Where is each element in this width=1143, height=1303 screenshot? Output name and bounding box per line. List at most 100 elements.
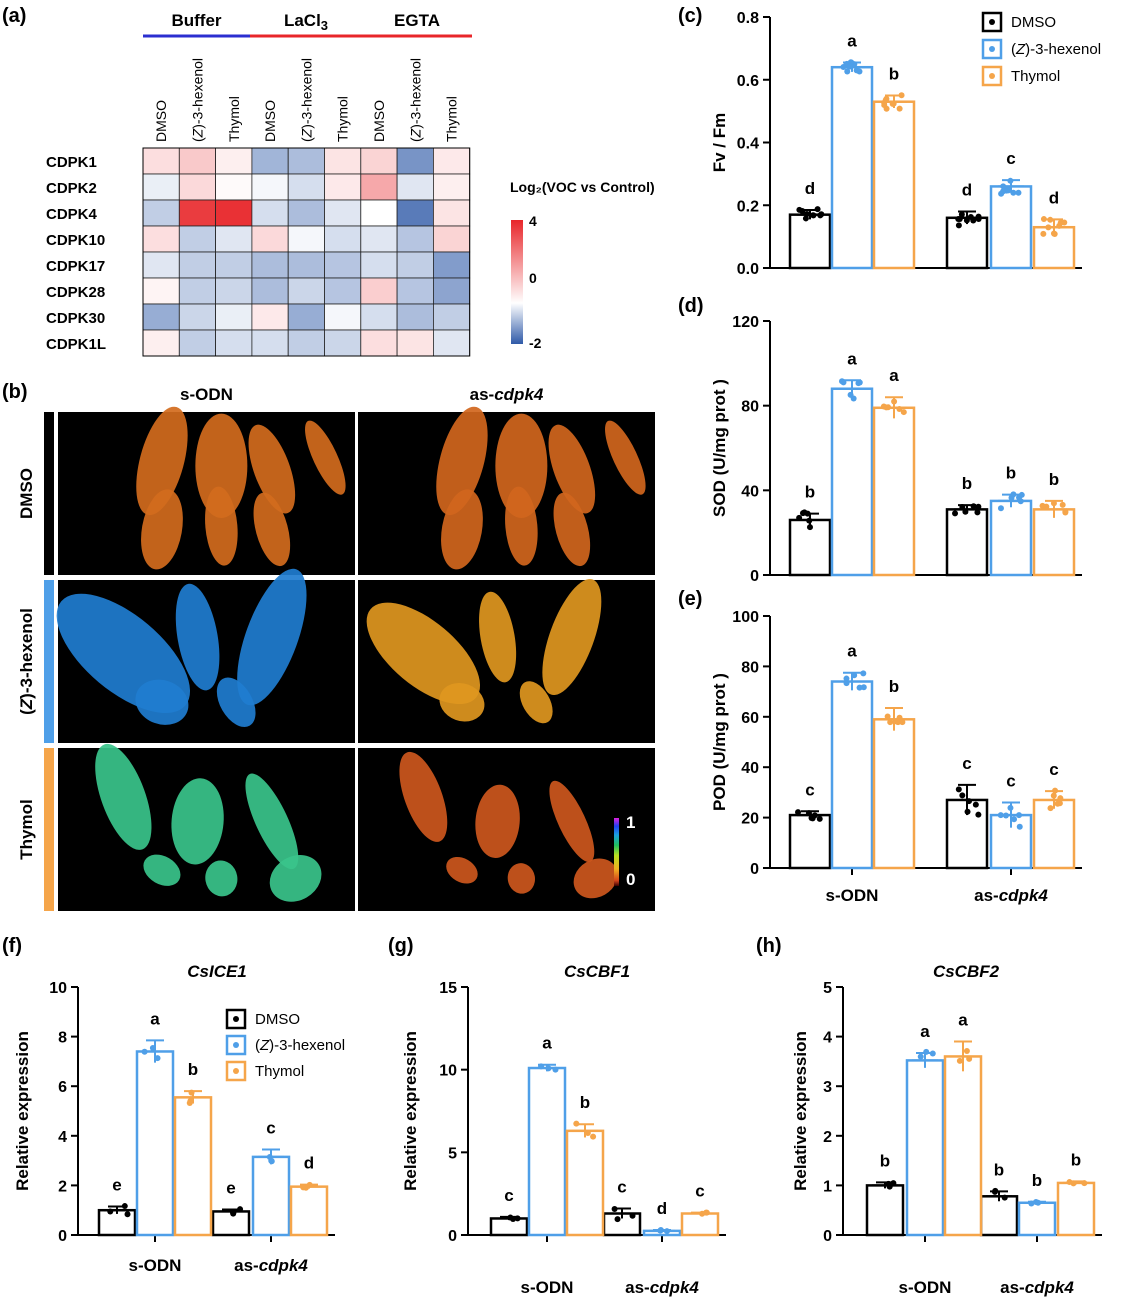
y-tick-label: 2 <box>58 1178 67 1195</box>
significance-letter: a <box>150 1009 160 1028</box>
data-point <box>959 504 966 511</box>
data-point <box>545 1065 552 1072</box>
heatmap-cell <box>178 329 217 357</box>
data-point <box>1045 224 1052 231</box>
leaf <box>553 492 591 567</box>
data-point <box>1004 186 1011 193</box>
data-point <box>1057 795 1064 802</box>
y-tick-label: 0.4 <box>737 136 759 153</box>
significance-letter: d <box>1049 188 1059 207</box>
x-tick-label: s-ODN <box>826 886 879 905</box>
data-point <box>847 391 854 398</box>
data-point <box>1017 498 1024 505</box>
leaf <box>248 424 296 514</box>
fluorescence-scalebar <box>614 818 619 886</box>
heatmap-cell <box>251 225 289 253</box>
heatmap-cell <box>432 173 471 201</box>
data-point <box>860 670 867 677</box>
image-row-bar <box>44 412 54 575</box>
leaf <box>253 492 291 567</box>
data-point <box>1007 177 1014 184</box>
heatmap-col-label: (Z)-3-hexenol <box>407 58 423 142</box>
data-point <box>230 1210 237 1217</box>
y-tick-label: 10 <box>49 980 67 997</box>
data-point <box>1047 805 1054 812</box>
x-tick-label: s-ODN <box>129 1256 182 1275</box>
heatmap-cell <box>142 147 180 175</box>
y-axis-label: Relative expression <box>791 1031 810 1191</box>
significance-letter: c <box>1006 771 1015 790</box>
bar <box>979 1195 1019 1237</box>
bar <box>989 499 1033 577</box>
data-point <box>306 1181 313 1188</box>
bar <box>788 813 832 870</box>
heatmap-row-label: CDPK17 <box>46 258 105 275</box>
leaf <box>366 602 481 705</box>
data-point <box>802 215 809 222</box>
data-point <box>1062 509 1069 516</box>
significance-letter: c <box>504 1186 513 1205</box>
data-point <box>1040 216 1047 223</box>
image-col-header: s-ODN <box>180 385 233 404</box>
y-axis-label: SOD (U/mg prot ) <box>710 379 729 517</box>
data-point <box>1010 189 1017 196</box>
bar <box>527 1066 567 1237</box>
heatmap-col-label: Thymol <box>226 96 242 142</box>
bar <box>1032 798 1076 870</box>
heatmap-cell <box>360 173 398 201</box>
data-point <box>1050 230 1057 237</box>
heatmap-cell <box>396 303 434 331</box>
data-point <box>900 409 907 416</box>
data-point <box>817 212 824 219</box>
data-point <box>958 211 965 218</box>
heatmap-cell <box>396 277 434 305</box>
heatmap-cell <box>142 329 180 357</box>
data-point <box>1001 1194 1008 1201</box>
heatmap-cell <box>215 303 253 331</box>
heatmap-border <box>142 147 471 357</box>
image-row-bar <box>44 580 54 743</box>
data-point <box>860 684 867 691</box>
data-point <box>889 100 896 107</box>
chart-g: 0 5 10 15 Relative expression CsCBF1 s-ODN as-c… <box>401 962 726 1297</box>
data-point <box>959 792 966 799</box>
significance-letter: c <box>1049 760 1058 779</box>
legend-label: (Z)-3-hexenol <box>255 1037 345 1054</box>
significance-letter: b <box>962 474 972 493</box>
heatmap-cell <box>215 147 253 175</box>
data-point <box>885 1180 892 1187</box>
data-point <box>974 509 981 516</box>
heatmap-col-label: DMSO <box>153 100 169 142</box>
heatmap-cell <box>142 173 180 201</box>
significance-letter: d <box>962 181 972 200</box>
leaf <box>519 681 553 724</box>
legend-label: Thymol <box>1011 68 1060 85</box>
significance-letter: b <box>1049 470 1059 489</box>
legend-marker <box>233 1042 239 1048</box>
data-point <box>1070 1180 1077 1187</box>
data-point <box>883 404 890 411</box>
leaf <box>171 778 224 865</box>
data-point <box>300 1184 307 1191</box>
leaf <box>216 677 256 727</box>
x-tick-label: as-cdpk4 <box>1000 1278 1074 1297</box>
bar <box>872 406 916 577</box>
significance-letter: a <box>847 31 857 50</box>
chart-title: CsCBF1 <box>564 962 630 981</box>
y-axis-label: Relative expression <box>401 1031 420 1191</box>
significance-letter: c <box>1006 149 1015 168</box>
data-point <box>963 217 970 224</box>
leaf <box>175 583 220 691</box>
y-tick-label: 100 <box>732 609 759 626</box>
data-point <box>614 1216 621 1223</box>
data-point <box>584 1129 591 1136</box>
significance-letter: a <box>847 642 857 661</box>
significance-letter: e <box>112 1175 121 1194</box>
data-point <box>1040 230 1047 237</box>
leaf <box>542 579 602 696</box>
heatmap-cell <box>142 277 180 305</box>
heatmap-cell <box>360 303 398 331</box>
data-point <box>997 505 1004 512</box>
x-tick-label: s-ODN <box>899 1278 952 1297</box>
data-point <box>855 380 862 387</box>
